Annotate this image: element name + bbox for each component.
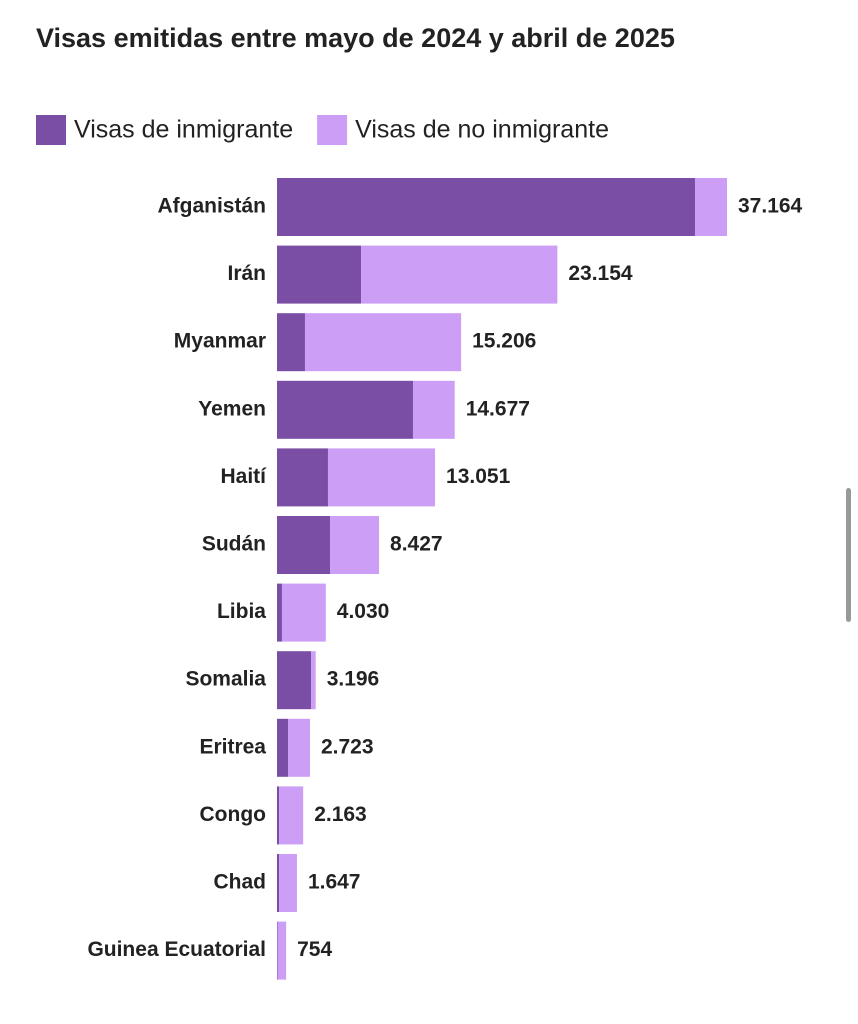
bar-segment — [304, 313, 462, 372]
value-label: 4.030 — [337, 600, 390, 623]
bar-segment — [361, 245, 558, 304]
bar-segment — [281, 583, 326, 642]
chart-title: Visas emitidas entre mayo de 2024 y abri… — [36, 23, 675, 53]
bar-segment — [288, 718, 310, 777]
value-label: 13.051 — [446, 465, 511, 488]
y-tick-label: Somalia — [185, 668, 266, 691]
value-label: 37.164 — [738, 195, 803, 218]
y-tick-label: Yemen — [198, 397, 266, 420]
bar-segment — [277, 651, 312, 710]
y-tick-label: Sudán — [202, 533, 266, 556]
bar-segment — [277, 583, 282, 642]
bar-segment — [277, 921, 287, 980]
bar-segment — [279, 786, 304, 845]
value-label: 2.163 — [314, 803, 367, 826]
y-tick-label: Haití — [220, 465, 267, 488]
bar-segment — [277, 786, 280, 845]
value-label: 2.723 — [321, 735, 374, 758]
value-label: 8.427 — [390, 533, 443, 556]
value-label: 1.647 — [308, 871, 361, 894]
scrollbar[interactable] — [846, 488, 851, 622]
bar-segment — [277, 178, 695, 236]
legend-label: Visas de inmigrante — [74, 116, 293, 144]
bar-segment — [277, 313, 305, 372]
y-tick-label: Irán — [227, 262, 266, 285]
y-tick-label: Libia — [217, 600, 266, 623]
legend-swatch — [36, 115, 66, 145]
y-tick-label: Afganistán — [157, 195, 266, 218]
legend-swatch — [317, 115, 348, 145]
value-label: 14.677 — [466, 397, 530, 420]
bar-segment — [277, 516, 331, 574]
y-tick-label: Congo — [200, 803, 266, 826]
value-label: 754 — [297, 938, 332, 961]
bar-segment — [311, 651, 316, 710]
bar-segment — [277, 448, 328, 507]
y-tick-label: Myanmar — [174, 330, 266, 353]
legend-label: Visas de no inmigrante — [355, 116, 609, 144]
bar-segment — [277, 245, 362, 304]
bar-segment — [327, 448, 436, 507]
bar-segment — [330, 516, 380, 574]
y-tick-label: Eritrea — [199, 735, 266, 758]
y-tick-label: Guinea Ecuatorial — [87, 938, 266, 961]
bar-segment — [412, 380, 455, 439]
y-tick-label: Chad — [214, 871, 267, 894]
bar-segment — [277, 854, 280, 912]
value-label: 23.154 — [568, 262, 633, 285]
bar-segment — [279, 854, 297, 912]
value-label: 15.206 — [472, 330, 536, 353]
value-label: 3.196 — [327, 668, 380, 691]
bar-segment — [694, 178, 727, 236]
bar-segment — [277, 380, 413, 439]
bar-segment — [277, 718, 289, 777]
